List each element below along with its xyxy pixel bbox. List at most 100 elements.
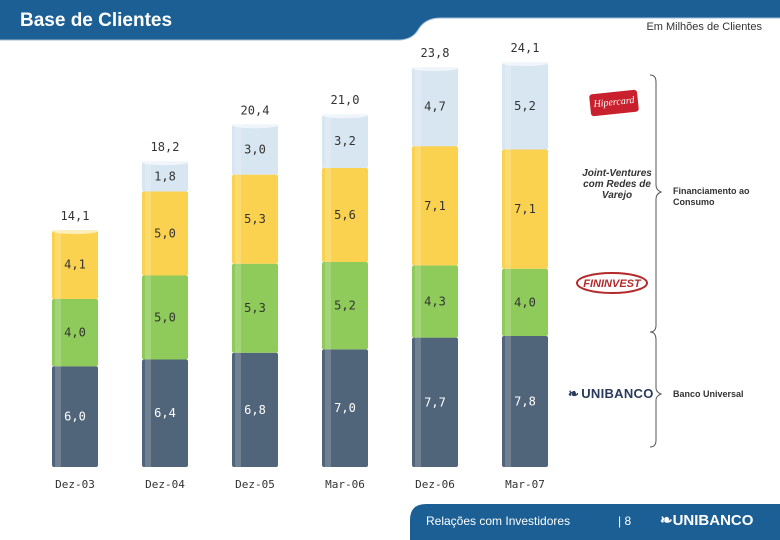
data-label-middle-5: 4,0 (514, 295, 536, 309)
bar-cap-0 (52, 228, 98, 235)
bar-cap-5 (502, 60, 548, 67)
unibanco-text: UNIBANCO (581, 386, 654, 401)
bar-bottom-2 (232, 352, 278, 467)
bar-highlight-top-1 (145, 161, 151, 192)
category-label-2: Dez-05 (235, 478, 275, 491)
data-label-bottom-3: 7,0 (334, 401, 356, 415)
bar-highlight-upper-1 (145, 191, 151, 276)
bar-highlight-upper-2 (235, 174, 241, 264)
banco-universal-label: Banco Universal (673, 389, 744, 399)
data-label-upper-5: 7,1 (514, 202, 536, 216)
category-label-0: Dez-03 (55, 478, 95, 491)
bar-upper-0 (52, 230, 98, 299)
data-label-middle-4: 4,3 (424, 295, 446, 309)
units-label: Em Milhões de Clientes (646, 21, 762, 33)
bar-highlight-middle-3 (325, 262, 331, 350)
data-label-upper-4: 7,1 (424, 199, 446, 213)
data-label-top-4: 4,7 (424, 100, 446, 114)
bar-middle-3 (322, 262, 368, 350)
total-label-2: 20,4 (241, 103, 270, 117)
bar-highlight-bottom-5 (505, 335, 511, 467)
data-label-top-3: 3,2 (334, 134, 356, 148)
bar-top-2 (232, 124, 278, 175)
bar-cap-2 (232, 122, 278, 129)
unibanco-logo: ❧ UNIBANCO (568, 386, 654, 402)
bar-highlight-top-3 (325, 114, 331, 168)
bar-highlight-middle-2 (235, 263, 241, 353)
bar-highlight-bottom-0 (55, 366, 61, 467)
bar-highlight-middle-5 (505, 268, 511, 336)
bar-top-3 (322, 114, 368, 168)
data-label-upper-0: 4,1 (64, 258, 86, 272)
bar-top-4 (412, 67, 458, 147)
bar-highlight-middle-0 (55, 299, 61, 367)
bar-highlight-upper-5 (505, 149, 511, 269)
bracket-jv (649, 74, 663, 333)
data-label-bottom-2: 6,8 (244, 403, 266, 417)
bars-group: 6,0 4,0 4,1 14,1 Dez-03 6,4 5,0 5,0 1,8 18,2 Dez-0… (52, 41, 548, 491)
hipercard-text: Hipercard (593, 94, 635, 111)
data-label-top-1: 1,8 (154, 169, 176, 183)
data-label-bottom-1: 6,4 (154, 406, 176, 420)
category-label-3: Mar-06 (325, 478, 365, 491)
fininvest-logo: FININVEST (576, 272, 648, 294)
slide-header: Base de Clientes Em Milhões de Clientes (0, 0, 780, 44)
page-number: | 8 (618, 514, 632, 528)
bar-highlight-top-4 (415, 67, 421, 147)
bar-cap-1 (142, 159, 188, 166)
bar-highlight-middle-4 (415, 265, 421, 338)
data-label-middle-2: 5,3 (244, 301, 266, 315)
bar-upper-4 (412, 146, 458, 266)
bar-highlight-bottom-4 (415, 337, 421, 467)
bar-highlight-upper-4 (415, 146, 421, 266)
bar-bottom-0 (52, 366, 98, 467)
bar-cap-3 (322, 112, 368, 119)
footer-unibanco-icon: ❧ (660, 512, 673, 529)
bar-middle-0 (52, 299, 98, 367)
category-label-5: Mar-07 (505, 478, 545, 491)
legend-brackets (649, 74, 663, 448)
data-label-top-5: 5,2 (514, 99, 536, 113)
total-label-5: 24,1 (511, 41, 540, 55)
data-label-upper-2: 5,3 (244, 212, 266, 226)
data-label-top-2: 3,0 (244, 142, 266, 156)
bar-middle-1 (142, 275, 188, 360)
data-label-bottom-4: 7,7 (424, 395, 446, 409)
bar-bottom-3 (322, 349, 368, 467)
data-label-middle-3: 5,2 (334, 299, 356, 313)
fininvest-text: FININVEST (583, 278, 642, 290)
bar-bottom-1 (142, 359, 188, 467)
total-label-3: 21,0 (331, 93, 360, 107)
footer-text: Relações com Investidores (426, 514, 571, 528)
unibanco-icon: ❧ (568, 386, 580, 401)
data-label-upper-3: 5,6 (334, 208, 356, 222)
footer-brand-text: UNIBANCO (672, 512, 754, 529)
bar-middle-5 (502, 268, 548, 336)
total-label-4: 23,8 (421, 46, 450, 60)
bar-top-5 (502, 62, 548, 150)
slide-footer: Relações com Investidores | 8 ❧UNIBANCO (410, 498, 780, 540)
data-label-middle-0: 4,0 (64, 326, 86, 340)
bar-highlight-upper-3 (325, 167, 331, 263)
bar-upper-2 (232, 174, 278, 264)
footer-brand: ❧UNIBANCO (660, 511, 753, 529)
joint-ventures-label: Joint-Ventures com Redes de Varejo (582, 168, 652, 201)
bar-upper-1 (142, 191, 188, 276)
bar-highlight-bottom-1 (145, 359, 151, 467)
bar-middle-2 (232, 263, 278, 353)
fininvest-badge: FININVEST (576, 272, 648, 294)
bar-highlight-bottom-3 (325, 349, 331, 467)
category-label-4: Dez-06 (415, 478, 455, 491)
total-label-1: 18,2 (151, 140, 180, 154)
data-label-bottom-5: 7,8 (514, 394, 536, 408)
bar-highlight-top-2 (235, 124, 241, 175)
category-label-1: Dez-04 (145, 478, 185, 491)
financiamento-label: Financiamento ao Consumo (673, 186, 750, 207)
bar-bottom-4 (412, 337, 458, 467)
bar-highlight-middle-1 (145, 275, 151, 360)
bar-highlight-top-5 (505, 62, 511, 150)
bar-middle-4 (412, 265, 458, 338)
bar-highlight-bottom-2 (235, 352, 241, 467)
total-label-0: 14,1 (61, 209, 90, 223)
